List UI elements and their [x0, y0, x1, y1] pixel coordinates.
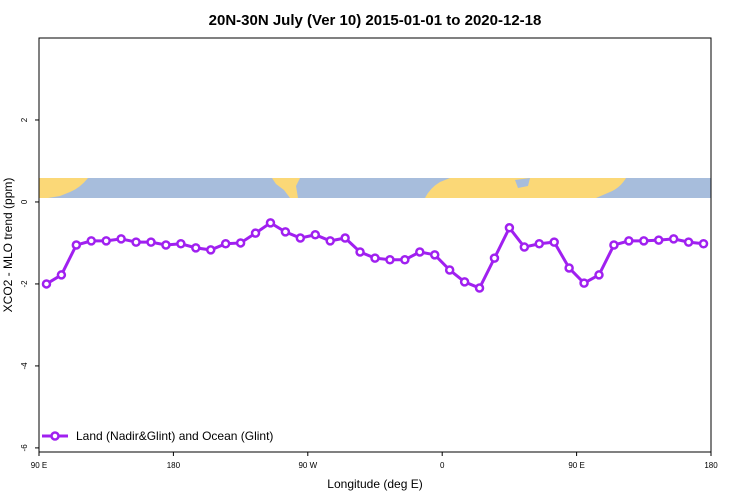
- point: [415, 247, 425, 257]
- point: [71, 240, 82, 250]
- point: [205, 245, 216, 255]
- point: [161, 240, 171, 250]
- point: [41, 279, 52, 289]
- point: [86, 236, 97, 246]
- y-tick-label: -4: [20, 362, 29, 370]
- point: [624, 236, 634, 246]
- point: [295, 233, 306, 243]
- point: [176, 239, 186, 249]
- point: [131, 237, 141, 247]
- point: [310, 230, 321, 240]
- point: [235, 238, 246, 248]
- point: [429, 250, 440, 260]
- x-axis-label: Longitude (deg E): [327, 477, 422, 491]
- point: [639, 236, 649, 246]
- point: [355, 247, 365, 257]
- point: [56, 270, 67, 280]
- point: [594, 270, 604, 280]
- point: [101, 236, 111, 246]
- map-strip: [39, 178, 711, 198]
- point: [340, 233, 350, 243]
- point: [265, 218, 276, 228]
- point: [519, 242, 530, 252]
- legend-marker: [50, 431, 60, 441]
- point: [220, 239, 231, 249]
- x-tick-label: 0: [440, 461, 445, 470]
- point: [385, 255, 395, 265]
- point: [280, 227, 291, 237]
- point: [474, 283, 485, 293]
- x-tick-label: 90 E: [568, 461, 584, 470]
- y-tick-label: -6: [20, 444, 29, 452]
- point: [698, 239, 709, 249]
- point: [400, 255, 410, 265]
- point: [146, 237, 156, 247]
- legend-label: Land (Nadir&Glint) and Ocean (Glint): [76, 429, 273, 443]
- point: [549, 237, 559, 247]
- y-tick-label: -2: [20, 280, 29, 288]
- point: [579, 278, 589, 288]
- x-tick-label: 90 W: [298, 461, 317, 470]
- x-tick-label: 90 E: [31, 461, 47, 470]
- point: [250, 228, 261, 238]
- plot-frame: [38, 37, 712, 453]
- y-tick-label: 2: [20, 117, 29, 122]
- point: [370, 253, 380, 263]
- chart-title: 20N-30N July (Ver 10) 2015-01-01 to 2020…: [209, 12, 542, 29]
- point: [325, 236, 335, 246]
- point: [564, 263, 574, 273]
- point: [459, 277, 470, 287]
- x-tick-label: 180: [167, 461, 181, 470]
- point: [191, 243, 201, 253]
- point: [444, 265, 455, 275]
- x-tick-label: 180: [704, 461, 718, 470]
- point: [683, 237, 694, 247]
- y-tick-label: 0: [20, 199, 29, 204]
- point: [534, 239, 545, 249]
- point: [653, 235, 664, 245]
- point: [668, 234, 679, 244]
- point: [504, 223, 515, 233]
- y-axis-label: XCO2 - MLO trend (ppm): [1, 178, 15, 313]
- point: [609, 240, 619, 250]
- point: [489, 253, 500, 263]
- point: [116, 234, 126, 244]
